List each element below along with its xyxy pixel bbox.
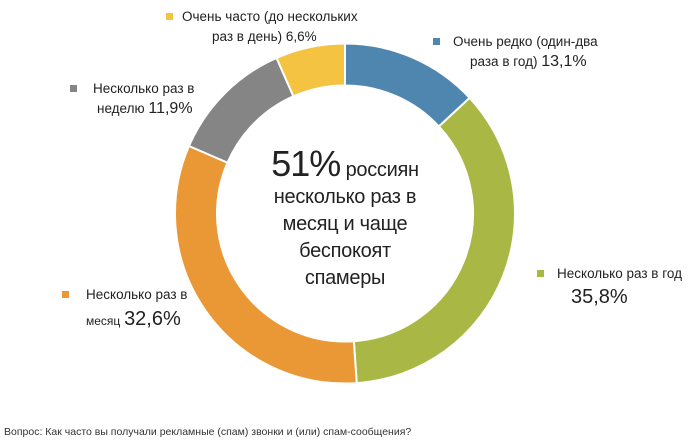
label-weekly-line2: неделю [97, 101, 145, 116]
label-yearly: Несколько раз в год 35,8% [537, 264, 688, 308]
label-rare-line2: раза в год) [470, 54, 538, 69]
label-weekly-line1: Несколько раз в [93, 81, 195, 96]
label-monthly-line1: Несколько раз в [86, 287, 188, 302]
center-text-5: спамеры [304, 267, 386, 289]
label-rare-line1: Очень редко (один-два [453, 34, 598, 49]
footnote-question: Вопрос: Как часто вы получали рекламные … [4, 426, 412, 438]
legend-marker-orange [62, 291, 69, 298]
center-text-1: россиян [345, 159, 420, 181]
legend-marker-yellow [166, 13, 173, 20]
label-weekly: Несколько раз в неделю 11,9% [70, 79, 253, 119]
label-daily-line2: раз в день) [212, 29, 283, 44]
slice-yearly [352, 96, 516, 385]
label-rare-pct: 13,1% [541, 53, 587, 70]
center-text-2: несколько раз в [273, 186, 417, 208]
label-rare: Очень редко (один-два раза в год) 13,1% [433, 32, 653, 72]
label-yearly-line1: Несколько раз в год [557, 266, 682, 281]
slice-monthly [174, 144, 358, 385]
legend-marker-gray [70, 85, 77, 92]
label-daily: Очень часто (до нескольких раз в день) 6… [166, 7, 382, 47]
legend-marker-green [537, 270, 544, 277]
slice-daily [275, 42, 346, 98]
label-weekly-pct: 11,9% [148, 100, 193, 117]
center-text-4: беспокоят [299, 240, 391, 262]
label-monthly-line2: месяц [86, 314, 121, 328]
center-highlight: 51% [271, 143, 341, 184]
label-daily-pct: 6,6% [285, 29, 317, 44]
label-yearly-pct: 35,8% [571, 286, 628, 308]
label-monthly-pct: 32,6% [124, 308, 181, 330]
center-text-3: месяц и чаще [282, 213, 408, 235]
label-monthly: Несколько раз в месяц 32,6% [62, 285, 246, 331]
label-daily-line1: Очень часто (до нескольких [182, 9, 358, 24]
legend-marker-blue [433, 38, 440, 45]
center-annotation: 51% россиян несколько раз в месяц и чаще… [245, 145, 445, 292]
